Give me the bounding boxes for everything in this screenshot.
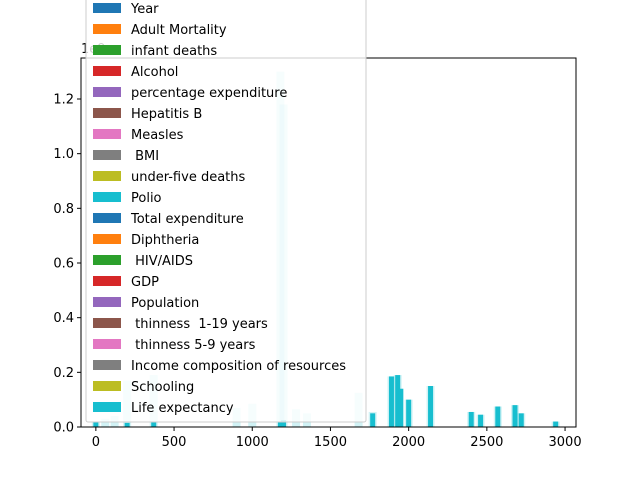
- legend-swatch-16: [93, 339, 121, 349]
- bar-polio-1: [124, 422, 130, 427]
- x-tick-label-0: 0: [92, 435, 100, 450]
- bar-polio-0: [93, 421, 99, 427]
- y-tick-label-2: 0.4: [53, 311, 74, 326]
- legend-swatch-4: [93, 87, 121, 97]
- x-tick-label-6: 3000: [549, 435, 582, 450]
- legend-label-11: Diphtheria: [131, 233, 199, 248]
- x-tick-label-4: 2000: [392, 435, 425, 450]
- legend-label-16: thinness 5-9 years: [131, 338, 256, 353]
- legend-label-6: Measles: [131, 128, 184, 143]
- legend-swatch-17: [93, 360, 121, 370]
- bar-polio-11: [468, 411, 474, 427]
- legend-label-17: Income composition of resources: [131, 359, 346, 374]
- x-axis: 0 500 1000 1500 2000 2500 3000: [92, 427, 582, 450]
- legend-swatch-9: [93, 192, 121, 202]
- legend-label-8: under-five deaths: [131, 170, 245, 185]
- legend-label-9: Polio: [131, 191, 162, 206]
- legend-swatch-1: [93, 24, 121, 34]
- bar-polio-4: [281, 420, 287, 427]
- y-axis: 0.0 0.2 0.4 0.6 0.8 1.0 1.2: [53, 93, 81, 436]
- legend-label-2: infant deaths: [131, 44, 217, 59]
- y-tick-label-1: 0.2: [53, 366, 74, 381]
- bar-polio-9: [406, 399, 412, 427]
- y-tick-label-3: 0.6: [53, 257, 74, 272]
- bar-polio-3: [277, 421, 283, 427]
- legend-label-0: Year: [130, 2, 159, 17]
- legend-label-1: Adult Mortality: [131, 23, 227, 38]
- legend-swatch-0: [93, 3, 121, 13]
- bar-polio-12: [478, 414, 484, 427]
- bar-polio-2: [151, 421, 157, 427]
- bar-total-1: [101, 418, 110, 427]
- legend-swatch-3: [93, 66, 121, 76]
- legend-label-12: HIV/AIDS: [131, 254, 193, 269]
- legend-label-7: BMI: [131, 149, 159, 164]
- y-tick-label-5: 1.0: [53, 147, 74, 162]
- legend: Year Adult Mortality infant deaths Alcohol p…: [85, 0, 367, 423]
- bar-polio-13: [495, 406, 501, 427]
- y-tick-label-4: 0.8: [53, 202, 74, 217]
- legend-swatch-19: [93, 402, 121, 412]
- bar-polio-15: [518, 413, 524, 427]
- legend-swatch-7: [93, 150, 121, 160]
- bar-polio-8: [398, 388, 404, 427]
- legend-swatch-14: [93, 297, 121, 307]
- y-tick-label-6: 1.2: [53, 93, 74, 108]
- legend-swatch-6: [93, 129, 121, 139]
- x-tick-label-2: 1000: [236, 435, 269, 450]
- bar-polio-5: [370, 413, 376, 427]
- bar-polio-14: [512, 405, 518, 427]
- bar-polio-6: [388, 376, 394, 427]
- bar-polio-16: [553, 421, 559, 427]
- legend-swatch-8: [93, 171, 121, 181]
- legend-swatch-15: [93, 318, 121, 328]
- legend-swatch-11: [93, 234, 121, 244]
- legend-label-3: Alcohol: [131, 65, 178, 80]
- x-tick-label-5: 2500: [470, 435, 503, 450]
- legend-swatch-2: [93, 45, 121, 55]
- legend-label-13: GDP: [131, 275, 159, 290]
- legend-label-4: percentage expenditure: [131, 86, 287, 101]
- bar-polio-10: [428, 386, 434, 427]
- legend-swatch-5: [93, 108, 121, 118]
- legend-swatch-10: [93, 213, 121, 223]
- legend-label-5: Hepatitis B: [131, 107, 202, 122]
- legend-label-14: Population: [131, 296, 199, 311]
- legend-label-18: Schooling: [131, 380, 194, 395]
- legend-swatch-18: [93, 381, 121, 391]
- x-tick-label-3: 1500: [314, 435, 347, 450]
- legend-label-15: thinness 1-19 years: [131, 317, 268, 332]
- x-tick-label-1: 500: [162, 435, 187, 450]
- legend-box: [85, 0, 367, 423]
- legend-swatch-13: [93, 276, 121, 286]
- legend-swatch-12: [93, 255, 121, 265]
- y-tick-label-0: 0.0: [53, 421, 74, 436]
- bar-polio-7: [395, 375, 401, 427]
- legend-label-19: Life expectancy: [131, 401, 234, 416]
- legend-label-10: Total expenditure: [130, 212, 244, 227]
